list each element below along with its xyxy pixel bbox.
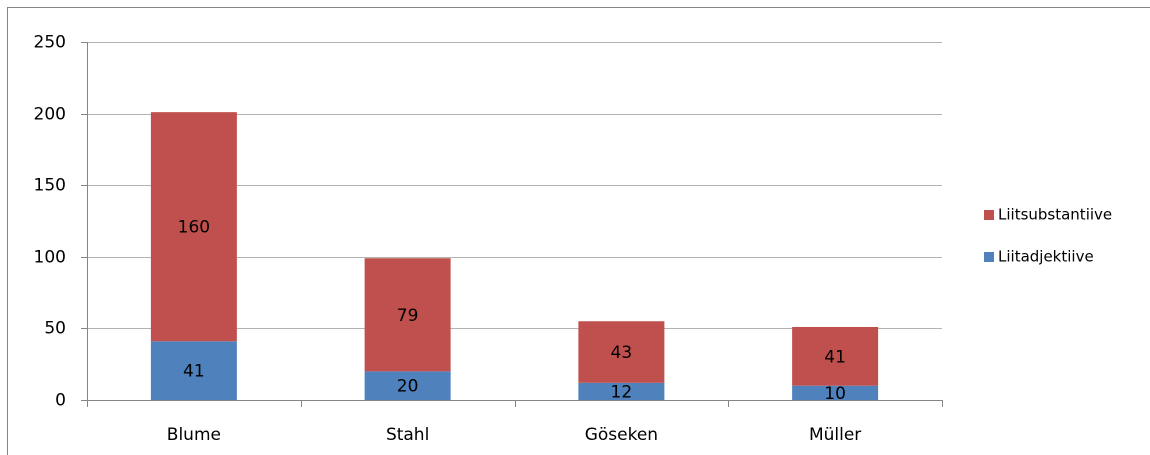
bar-segment <box>578 382 665 400</box>
bar-segment <box>792 385 879 400</box>
data-label: 41 <box>183 362 205 382</box>
x-tick-label: Blume <box>167 425 221 445</box>
y-tick-label: 50 <box>44 319 66 339</box>
bar-segment <box>364 258 451 372</box>
data-label: 12 <box>611 382 633 402</box>
x-tick-label: Müller <box>809 425 861 445</box>
bar-segment <box>578 321 665 383</box>
data-label: 20 <box>397 377 419 397</box>
bar-segment <box>792 326 879 386</box>
x-tick-label: Göseken <box>585 425 658 445</box>
data-label: 10 <box>824 384 846 404</box>
legend-swatch <box>984 252 994 262</box>
bar-segment <box>364 371 451 400</box>
y-tick-label: 150 <box>34 176 66 196</box>
y-tick-label: 200 <box>34 105 66 125</box>
data-label: 41 <box>824 347 846 367</box>
data-label: 79 <box>397 306 419 326</box>
data-label: 160 <box>178 218 210 238</box>
y-tick-label: 250 <box>34 33 66 53</box>
bar-segment <box>150 112 237 342</box>
x-tick-label: Stahl <box>386 425 429 445</box>
legend-label: Liitsubstantiive <box>998 206 1112 224</box>
bar-segment <box>150 341 237 400</box>
legend-swatch <box>984 210 994 220</box>
legend-label: Liitadjektiive <box>998 248 1094 266</box>
chart-border <box>7 7 1150 455</box>
y-tick-label: 100 <box>34 248 66 268</box>
y-tick-label: 0 <box>55 391 66 411</box>
data-label: 43 <box>611 343 633 363</box>
